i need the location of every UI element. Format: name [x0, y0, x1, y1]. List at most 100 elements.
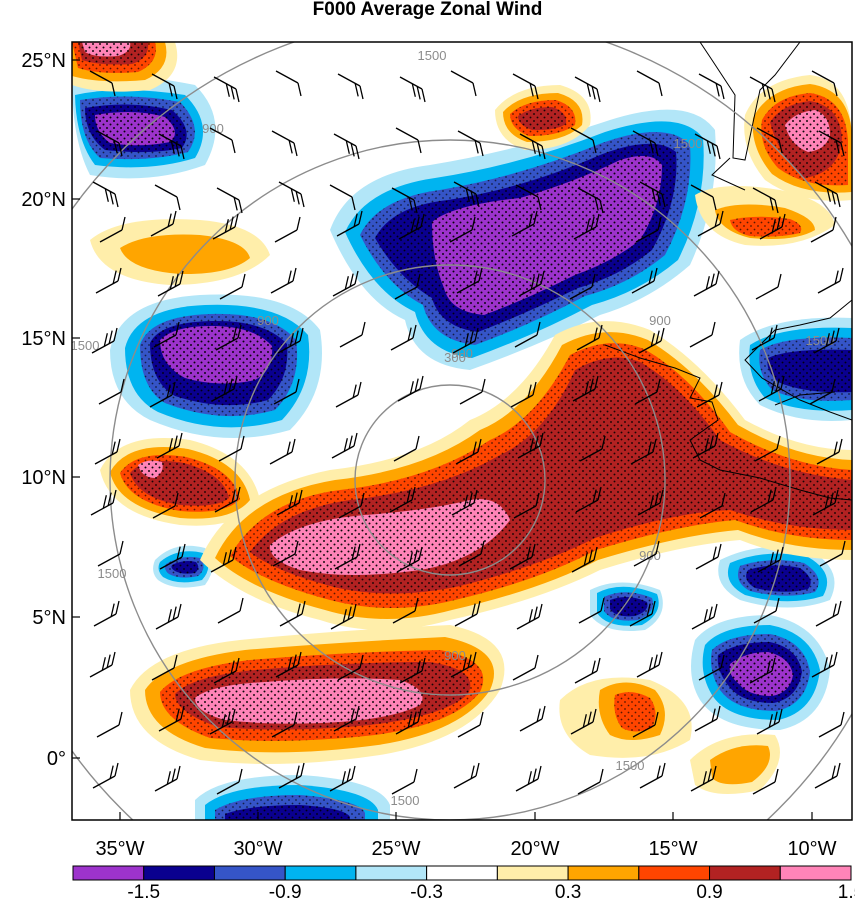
plot-frame	[71, 41, 853, 821]
stipple-patch	[195, 678, 423, 724]
wind-barb	[751, 324, 778, 351]
wind-barb	[213, 657, 240, 684]
colorbar-swatch	[426, 865, 498, 881]
wind-barb	[156, 432, 183, 459]
wind-barb	[573, 213, 600, 240]
height-contour-label: 900	[639, 548, 661, 563]
colorbar-swatch	[779, 865, 852, 881]
height-contour-label: 900	[257, 313, 279, 328]
wind-barb	[150, 210, 177, 237]
wind-barb	[809, 378, 836, 405]
wind-barb	[339, 321, 366, 348]
wind-barb	[756, 127, 783, 154]
wind-barb	[753, 597, 780, 624]
wind-barb	[570, 708, 597, 735]
wind-barb	[694, 705, 721, 732]
wind-barb	[812, 489, 839, 516]
wind-barb	[516, 603, 543, 630]
wind-barb	[638, 327, 665, 354]
map-axes: 25°N 20°N 15°N 10°N 5°N 0° 35°W 30°W 25°W 20°W 15°…	[21, 50, 836, 860]
wind-barb	[454, 600, 481, 627]
stipple-patch	[432, 156, 662, 315]
wind-barb	[453, 181, 480, 208]
wind-barb	[749, 657, 776, 684]
wind-barb	[395, 127, 422, 154]
wind-barb	[333, 133, 360, 160]
wind-barb	[394, 273, 421, 300]
wind-barb	[512, 73, 539, 100]
wind-barb	[639, 181, 666, 208]
wind-barb	[697, 210, 724, 237]
wind-barb	[450, 70, 477, 97]
height-contour-label: 1500	[391, 793, 420, 808]
wind-barb	[632, 711, 659, 738]
wind-barb	[389, 486, 416, 513]
lat-label: 10°N	[21, 467, 66, 489]
stipple-patch	[785, 110, 830, 152]
wind-barb	[391, 768, 418, 795]
wind-barb	[449, 216, 476, 243]
wind-barb	[89, 70, 116, 97]
field-region-west-upper-high	[90, 219, 270, 285]
height-contour-label: 900	[451, 346, 473, 361]
wind-barb	[571, 546, 598, 573]
wind-barb	[756, 708, 783, 735]
lon-label: 25°W	[371, 838, 420, 860]
wind-barb	[511, 210, 538, 237]
wind-barb	[334, 543, 361, 570]
wind-barb	[271, 711, 298, 738]
wind-barb	[154, 184, 181, 211]
colorbar-swatch	[496, 865, 569, 881]
wind-barb	[336, 210, 363, 237]
wind-barb	[689, 321, 716, 348]
wind-barb	[335, 381, 362, 408]
lat-label: 25°N	[21, 50, 66, 72]
wind-barb	[337, 73, 364, 100]
wind-barb	[329, 184, 356, 211]
wind-barb	[579, 435, 606, 462]
wind-barb	[391, 187, 418, 214]
wind-barb	[513, 492, 540, 519]
wind-barb	[818, 130, 845, 157]
wind-barb	[515, 184, 542, 211]
height-contour-label: 900	[649, 313, 671, 328]
wind-barb	[149, 381, 176, 408]
wind-barb	[330, 603, 357, 630]
wind-barb	[456, 267, 483, 294]
wind-barb	[690, 184, 717, 211]
wind-barb	[815, 600, 842, 627]
wind-barb	[277, 327, 304, 354]
wind-barb	[159, 543, 186, 570]
wind-barb	[331, 432, 358, 459]
wind-barb	[209, 708, 236, 735]
wind-barb	[158, 133, 185, 160]
wind-barb	[211, 375, 238, 402]
wind-barb	[89, 651, 116, 678]
wind-barb	[814, 762, 841, 789]
height-contour-ring	[234, 264, 666, 696]
wind-barb	[637, 489, 664, 516]
wind-barb	[692, 432, 719, 459]
colorbar-swatch	[709, 865, 781, 881]
wind-barb	[750, 486, 777, 513]
wind-barb	[452, 327, 479, 354]
wind-barb	[629, 600, 656, 627]
wind-barb	[458, 540, 485, 567]
colorbar-swatch	[567, 865, 640, 881]
wind-barb	[209, 127, 236, 154]
wind-barb	[333, 705, 360, 732]
wind-barb	[519, 133, 546, 160]
wind-barb	[630, 438, 657, 465]
wind-barb	[575, 486, 602, 513]
wind-barbs	[89, 70, 846, 795]
wind-barb	[154, 765, 181, 792]
wind-barb	[95, 267, 122, 294]
wind-barb	[337, 654, 364, 681]
stipple-patch	[225, 805, 350, 820]
wind-barb	[155, 603, 182, 630]
wind-barb	[510, 381, 537, 408]
wind-barb	[635, 216, 662, 243]
wind-barb	[576, 324, 603, 351]
colorbar-swatch	[638, 865, 711, 881]
height-contour-label: 300	[444, 350, 466, 365]
